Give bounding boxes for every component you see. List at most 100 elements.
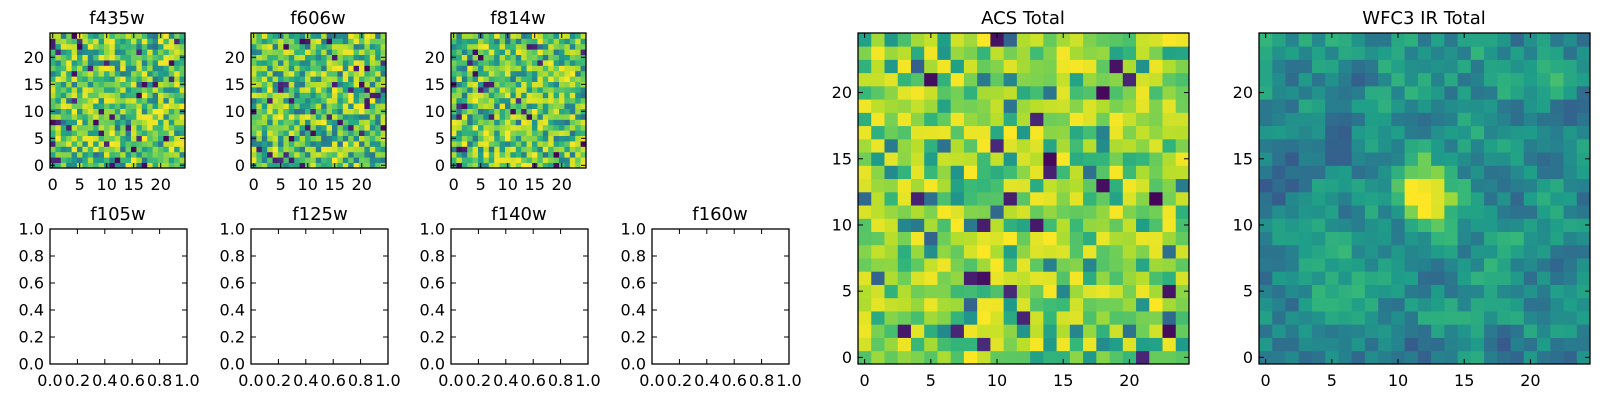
heatmap-cell <box>1043 46 1057 60</box>
heatmap-cell <box>1325 112 1339 127</box>
heatmap-cell <box>1431 337 1445 352</box>
heatmap-cell <box>310 146 317 153</box>
heatmap-cell <box>532 114 538 120</box>
heatmap-cell <box>924 244 938 259</box>
heatmap-cell <box>288 162 295 169</box>
heatmap-cell <box>179 97 186 104</box>
heatmap-cell <box>456 65 463 72</box>
heatmap-cell <box>278 38 284 45</box>
heatmap-cell <box>77 157 83 163</box>
heatmap-cell <box>278 146 284 153</box>
panel-f160w: f160w 0.0 0.2 0.4 0.6 0.8 1.00.00.20.40.60.81… <box>621 204 802 390</box>
heatmap-cell <box>1378 218 1392 232</box>
heatmap-cell <box>542 157 549 163</box>
heatmap-cell <box>542 151 549 158</box>
heatmap-cell <box>990 112 1005 127</box>
panel-title: f140w <box>491 204 546 225</box>
heatmap-cell <box>267 135 273 142</box>
heatmap-cell <box>1272 284 1286 299</box>
heatmap-cell <box>559 97 565 104</box>
heatmap-cell <box>1338 258 1353 272</box>
heatmap-cell <box>310 103 317 109</box>
heatmap-cell <box>1510 297 1525 312</box>
heatmap-cell <box>1016 72 1031 87</box>
heatmap-cell <box>548 108 554 115</box>
heatmap-cell <box>1510 138 1525 153</box>
heatmap-cell <box>380 146 387 153</box>
heatmap-cell <box>278 135 284 142</box>
heatmap-cell <box>375 151 381 158</box>
heatmap-cell <box>272 124 279 131</box>
heatmap-cell <box>66 76 72 82</box>
heatmap-cell <box>337 146 344 153</box>
heatmap-cell <box>564 70 571 77</box>
heatmap-cell <box>261 49 268 55</box>
heatmap-cell <box>120 49 126 55</box>
heatmap-cell <box>364 151 371 158</box>
heatmap-cell <box>256 38 263 45</box>
heatmap-cell <box>321 65 327 72</box>
heatmap-cell <box>60 141 67 147</box>
heatmap-cell <box>1043 191 1057 206</box>
heatmap-cell <box>937 284 952 299</box>
heatmap-cell <box>499 33 506 39</box>
heatmap-cell <box>1096 311 1110 325</box>
heatmap-cell <box>337 114 344 120</box>
heatmap-cell <box>461 157 468 163</box>
heatmap-cell <box>977 244 991 259</box>
heatmap-cell <box>1272 191 1286 206</box>
heatmap-cell <box>1444 46 1458 60</box>
heatmap-cell <box>858 178 872 193</box>
heatmap-cell <box>71 60 78 66</box>
heatmap-cell <box>1338 85 1353 100</box>
heatmap-cell <box>98 76 105 82</box>
heatmap-cell <box>1285 231 1300 246</box>
heatmap-cell <box>1404 311 1419 325</box>
heatmap-cell <box>1576 271 1591 285</box>
heatmap-cell <box>87 135 94 142</box>
heatmap-cell <box>342 33 349 39</box>
heatmap-cell <box>77 81 83 88</box>
heatmap-cell <box>1122 311 1137 325</box>
heatmap-cell <box>1043 59 1057 74</box>
heatmap-cell <box>553 87 560 93</box>
heatmap-cell <box>553 54 560 61</box>
heatmap-cell <box>1510 258 1525 272</box>
heatmap-cell <box>461 130 468 136</box>
heatmap-cell <box>1417 72 1432 87</box>
heatmap-cell <box>1083 138 1097 153</box>
heatmap-cell <box>1431 33 1445 47</box>
heatmap-cell <box>1109 350 1124 365</box>
heatmap-cell <box>332 49 338 55</box>
heatmap-cell <box>1311 138 1326 153</box>
heatmap-cell <box>179 38 186 45</box>
heatmap-cell <box>1510 112 1525 127</box>
heatmap-cell <box>1563 46 1578 60</box>
heatmap-cell <box>1364 85 1379 100</box>
heatmap-cell <box>1083 205 1097 219</box>
heatmap-cell <box>521 119 527 126</box>
heatmap-cell <box>77 141 83 147</box>
heatmap-cell <box>1351 258 1366 272</box>
heatmap-cell <box>136 70 143 77</box>
heatmap-cell <box>1417 350 1432 365</box>
heatmap-cell <box>104 141 110 147</box>
heatmap-cell <box>505 87 511 93</box>
heatmap-cell <box>332 97 338 104</box>
heatmap-cell <box>98 103 105 109</box>
heatmap-cell <box>337 97 344 104</box>
heatmap-cell <box>315 114 322 120</box>
heatmap-cell <box>174 49 180 55</box>
heatmap-cell <box>1083 337 1097 352</box>
y-tick-label: 0.2 <box>621 328 646 347</box>
heatmap-cell <box>288 54 295 61</box>
heatmap-cell <box>924 112 938 127</box>
heatmap-cell <box>1083 231 1097 246</box>
heatmap-cell <box>580 151 587 158</box>
heatmap-cell <box>499 103 506 109</box>
heatmap-cell <box>299 81 306 88</box>
heatmap-cell <box>1056 218 1071 232</box>
heatmap-cell <box>858 218 872 232</box>
heatmap-cell <box>267 146 273 153</box>
heatmap-cell <box>98 65 105 72</box>
